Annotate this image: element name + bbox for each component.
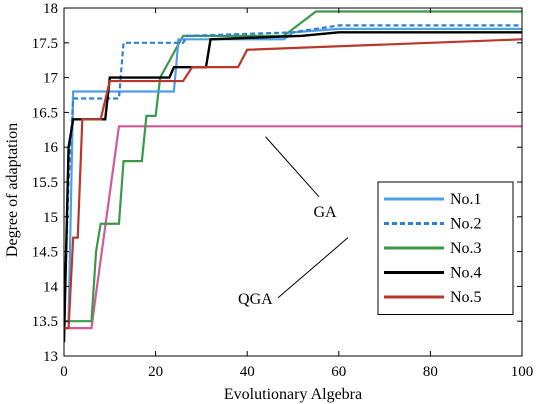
series-line-no4 (64, 31, 522, 343)
y-axis-title: Degree of adaptation (4, 123, 21, 257)
x-tick-label: 100 (511, 364, 534, 380)
legend-label: No.1 (450, 191, 482, 208)
x-axis-title: Evolutionary Algebra (224, 386, 362, 403)
y-tick-label: 14.5 (32, 245, 58, 261)
legend-label: No.3 (450, 240, 482, 257)
x-tick-label: 80 (423, 364, 438, 380)
series-line-no5 (64, 38, 522, 330)
annotation-label: GA (314, 204, 338, 221)
y-tick-label: 13.5 (32, 314, 58, 330)
legend-label: No.5 (450, 289, 482, 306)
y-tick-label: 18 (43, 1, 58, 17)
x-tick-label: 20 (148, 364, 163, 380)
x-tick-label: 0 (60, 364, 68, 380)
y-tick-label: 13 (43, 349, 58, 365)
legend: No.1 No.2 No.3 No.4 No.5 (377, 181, 514, 315)
legend-label: No.2 (450, 216, 482, 233)
y-tick-label: 16.5 (32, 105, 58, 121)
ticks-layer: 0 20 40 60 80 100 13 13.5 14 14.5 15 15.5 16 16.5 17 17… (32, 1, 534, 380)
annotation-pointer (265, 136, 320, 198)
series-line-no2 (64, 24, 522, 315)
legend-label: No.4 (450, 265, 482, 282)
series-line-no3 (64, 10, 522, 323)
y-tick-label: 17.5 (32, 36, 58, 52)
annotation-pointer (277, 237, 349, 299)
annotation-label: QGA (238, 291, 273, 308)
y-tick-label: 15 (43, 210, 58, 226)
x-tick-label: 40 (240, 364, 255, 380)
y-tick-label: 17 (43, 71, 59, 87)
y-tick-label: 15.5 (32, 175, 58, 191)
series-line-no1 (64, 27, 522, 323)
series-layer (64, 10, 522, 343)
series-line-unlabeled (64, 125, 522, 330)
y-tick-label: 16 (43, 140, 59, 156)
x-tick-label: 60 (331, 364, 346, 380)
y-tick-label: 14 (43, 279, 59, 295)
annotation-layer: GA QGA (238, 136, 349, 308)
